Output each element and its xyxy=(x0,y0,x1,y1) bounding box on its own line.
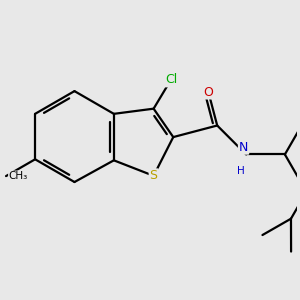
Text: H: H xyxy=(237,166,245,176)
Text: Cl: Cl xyxy=(165,74,177,86)
Text: S: S xyxy=(150,169,158,182)
Text: O: O xyxy=(204,85,214,98)
Text: CH₃: CH₃ xyxy=(9,171,28,181)
Text: N: N xyxy=(239,141,248,154)
